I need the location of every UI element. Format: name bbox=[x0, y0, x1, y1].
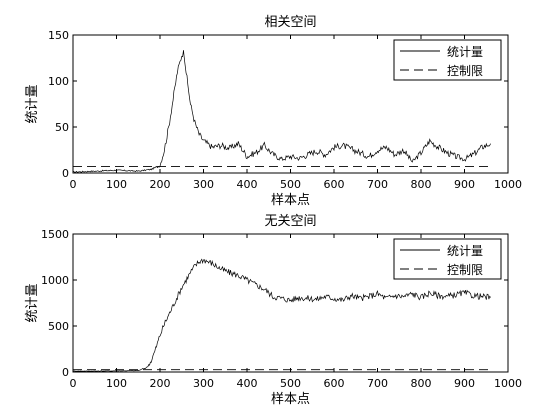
x-tick-label: 400 bbox=[237, 178, 258, 191]
chart-title: 相关空间 bbox=[264, 15, 316, 30]
x-tick-label: 200 bbox=[150, 178, 171, 191]
x-tick-label: 900 bbox=[454, 377, 475, 390]
statistic-line bbox=[72, 50, 491, 174]
y-tick-label: 1000 bbox=[41, 274, 69, 287]
x-tick-label: 200 bbox=[150, 377, 171, 390]
x-tick-label: 800 bbox=[411, 377, 432, 390]
x-tick-label: 500 bbox=[280, 178, 301, 191]
y-tick-label: 0 bbox=[62, 167, 69, 180]
legend-label: 控制限 bbox=[447, 263, 483, 277]
legend-label: 控制限 bbox=[447, 64, 483, 78]
x-tick-label: 400 bbox=[237, 377, 258, 390]
x-axis-label: 样本点 bbox=[271, 392, 310, 407]
x-tick-label: 300 bbox=[193, 178, 214, 191]
x-tick-label: 600 bbox=[324, 178, 345, 191]
legend-box bbox=[393, 238, 502, 280]
x-tick-label: 700 bbox=[367, 377, 388, 390]
legend-label: 统计量 bbox=[447, 244, 483, 258]
y-tick-label: 1500 bbox=[41, 228, 69, 241]
x-tick-label: 1000 bbox=[494, 178, 522, 191]
y-axis-label: 统计量 bbox=[25, 84, 40, 123]
legend-label: 统计量 bbox=[447, 45, 483, 59]
x-tick-label: 500 bbox=[280, 377, 301, 390]
y-tick-label: 100 bbox=[48, 75, 69, 88]
statistic-line bbox=[72, 258, 491, 372]
x-tick-label: 1000 bbox=[494, 377, 522, 390]
x-tick-label: 100 bbox=[106, 178, 127, 191]
x-tick-label: 300 bbox=[193, 377, 214, 390]
x-axis-label: 样本点 bbox=[271, 193, 310, 208]
x-tick-label: 700 bbox=[367, 178, 388, 191]
y-axis-label: 统计量 bbox=[25, 283, 40, 322]
y-tick-label: 150 bbox=[48, 29, 69, 42]
x-tick-label: 0 bbox=[70, 377, 77, 390]
x-tick-label: 100 bbox=[106, 377, 127, 390]
legend-box bbox=[393, 39, 502, 81]
x-tick-label: 900 bbox=[454, 178, 475, 191]
x-tick-label: 600 bbox=[324, 377, 345, 390]
y-tick-label: 500 bbox=[48, 320, 69, 333]
y-tick-label: 50 bbox=[55, 121, 69, 134]
x-tick-label: 0 bbox=[70, 178, 77, 191]
x-tick-label: 800 bbox=[411, 178, 432, 191]
chart-title: 无关空间 bbox=[264, 214, 316, 229]
y-tick-label: 0 bbox=[62, 366, 69, 379]
